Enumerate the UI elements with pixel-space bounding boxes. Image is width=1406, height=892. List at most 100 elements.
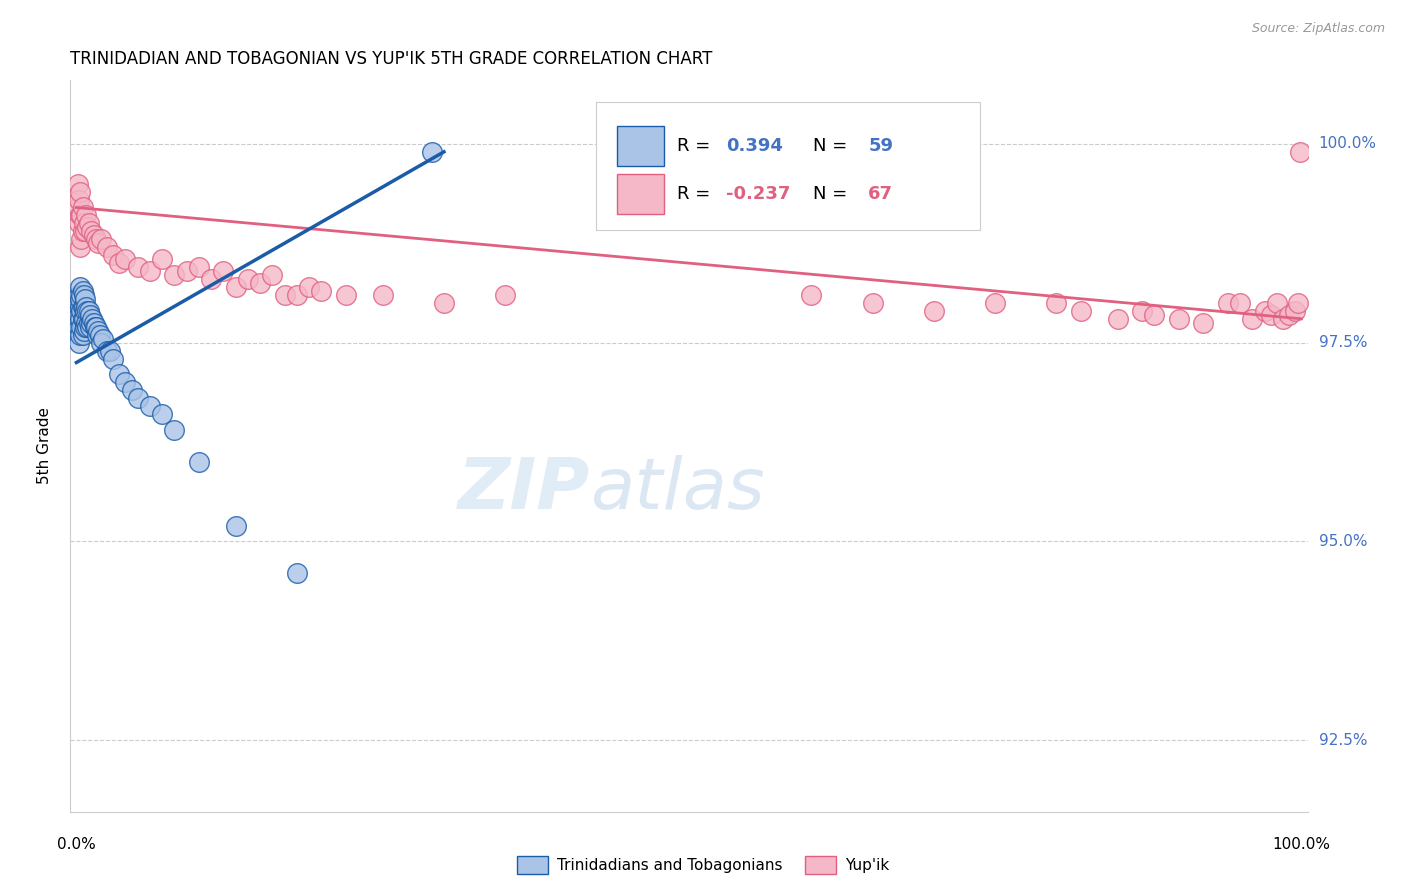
Point	[200, 272, 222, 286]
Y-axis label: 5th Grade: 5th Grade	[37, 408, 52, 484]
Point	[69, 292, 91, 306]
Text: TRINIDADIAN AND TOBAGONIAN VS YUP'IK 5TH GRADE CORRELATION CHART: TRINIDADIAN AND TOBAGONIAN VS YUP'IK 5TH…	[70, 50, 713, 68]
Point	[72, 327, 94, 342]
Point	[67, 296, 90, 310]
Text: Source: ZipAtlas.com: Source: ZipAtlas.com	[1251, 22, 1385, 36]
Point	[67, 216, 90, 230]
Point	[72, 284, 94, 298]
Point	[163, 423, 186, 437]
Point	[101, 351, 124, 366]
Point	[66, 177, 89, 191]
Point	[89, 327, 111, 342]
Text: 92.5%: 92.5%	[1319, 732, 1367, 747]
Point	[82, 311, 104, 326]
Point	[73, 319, 96, 334]
Point	[70, 319, 93, 334]
Point	[73, 288, 96, 302]
Point	[1265, 296, 1288, 310]
Point	[77, 316, 100, 330]
Point	[90, 335, 112, 350]
Point	[72, 201, 94, 215]
Point	[87, 324, 110, 338]
Point	[285, 566, 308, 581]
Point	[70, 232, 93, 246]
Text: -0.237: -0.237	[725, 185, 790, 202]
Point	[139, 399, 162, 413]
Point	[101, 248, 124, 262]
Point	[96, 343, 118, 358]
Point	[298, 280, 321, 294]
Point	[114, 252, 136, 267]
Text: ZIP: ZIP	[458, 456, 591, 524]
Text: R =: R =	[676, 137, 716, 155]
Point	[79, 308, 101, 322]
Point	[1216, 296, 1239, 310]
Point	[212, 264, 235, 278]
Point	[922, 303, 945, 318]
Text: 0.394: 0.394	[725, 137, 783, 155]
Text: N =: N =	[813, 137, 852, 155]
Point	[1070, 303, 1092, 318]
Point	[86, 327, 108, 342]
Point	[77, 216, 100, 230]
Text: 95.0%: 95.0%	[1319, 534, 1367, 549]
Point	[225, 280, 247, 294]
Point	[76, 303, 98, 318]
Point	[80, 224, 103, 238]
Point	[76, 319, 98, 334]
Point	[1254, 303, 1277, 318]
Point	[66, 300, 89, 314]
Point	[1286, 296, 1309, 310]
Point	[225, 518, 247, 533]
Point	[114, 376, 136, 390]
Text: 97.5%: 97.5%	[1319, 335, 1367, 351]
Point	[76, 220, 98, 235]
Point	[83, 319, 105, 334]
Point	[1192, 316, 1215, 330]
Point	[79, 319, 101, 334]
Point	[87, 236, 110, 251]
Point	[66, 311, 89, 326]
Point	[77, 303, 100, 318]
Point	[80, 316, 103, 330]
Point	[93, 332, 115, 346]
Point	[1289, 145, 1312, 159]
Point	[121, 384, 143, 398]
Point	[75, 209, 97, 223]
Text: 100.0%: 100.0%	[1272, 837, 1330, 852]
Point	[69, 280, 91, 294]
Point	[73, 324, 96, 338]
Point	[139, 264, 162, 278]
Point	[150, 252, 173, 267]
Text: 100.0%: 100.0%	[1319, 136, 1376, 152]
Point	[262, 268, 284, 282]
Point	[73, 300, 96, 314]
Point	[1278, 308, 1301, 322]
Point	[1168, 311, 1191, 326]
Point	[75, 316, 97, 330]
Point	[75, 300, 97, 314]
Point	[67, 335, 90, 350]
Point	[108, 256, 131, 270]
FancyBboxPatch shape	[596, 103, 980, 230]
Point	[311, 284, 333, 298]
Point	[69, 209, 91, 223]
Point	[862, 296, 884, 310]
Point	[66, 324, 89, 338]
Point	[73, 303, 96, 318]
Point	[1260, 308, 1282, 322]
Point	[90, 232, 112, 246]
Point	[335, 288, 357, 302]
Text: atlas: atlas	[591, 456, 765, 524]
Point	[285, 288, 308, 302]
Point	[163, 268, 186, 282]
Point	[96, 240, 118, 254]
Point	[127, 260, 149, 274]
Point	[72, 224, 94, 238]
Point	[73, 224, 96, 238]
Point	[176, 264, 198, 278]
Point	[98, 343, 121, 358]
Text: N =: N =	[813, 185, 852, 202]
Point	[150, 407, 173, 421]
Point	[66, 201, 89, 215]
